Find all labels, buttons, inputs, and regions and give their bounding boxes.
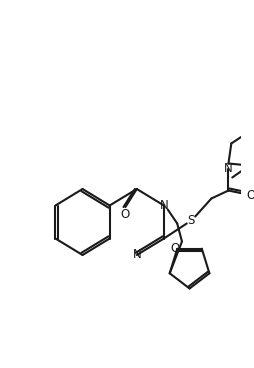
Text: O: O [171,242,180,255]
Text: O: O [121,209,130,222]
Text: N: N [224,162,233,175]
Text: N: N [160,199,168,212]
Text: S: S [187,214,194,227]
Text: N: N [132,248,141,262]
Text: O: O [247,189,254,202]
